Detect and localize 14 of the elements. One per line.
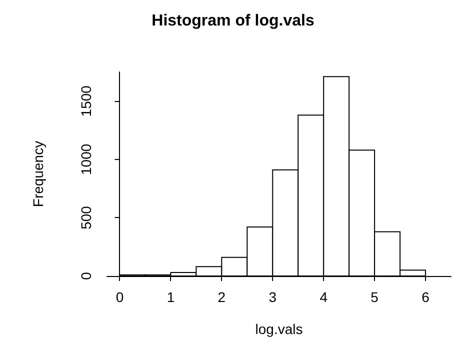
x-tick-label: 5	[370, 289, 379, 305]
x-tick-label: 2	[218, 289, 226, 305]
y-tick-label: 0	[78, 272, 94, 280]
y-tick-label: 500	[78, 206, 94, 230]
x-tick-label: 3	[268, 289, 277, 305]
y-tick-label: 1000	[78, 144, 94, 176]
x-tick-label: 1	[166, 289, 175, 305]
x-axis-title: log.vals	[255, 321, 303, 337]
x-tick-label: 6	[422, 289, 430, 305]
y-axis-title: Frequency	[30, 140, 46, 208]
chart-title: Histogram of log.vals	[152, 12, 314, 30]
x-tick-label: 4	[320, 289, 328, 305]
y-tick-label: 1500	[78, 85, 94, 117]
x-tick-label: 0	[116, 289, 124, 305]
